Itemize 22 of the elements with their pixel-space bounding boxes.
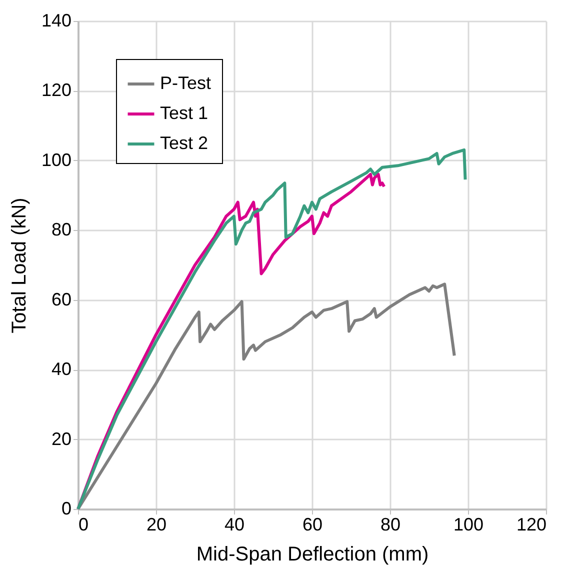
legend-label: Test 1 [160,103,208,123]
x-axis-title: Mid-Span Deflection (mm) [196,544,429,566]
x-tick-label: 0 [78,514,89,534]
legend-label: Test 2 [160,133,208,153]
y-axis-title: Total Load (kN) [8,198,30,334]
y-tick-label: 80 [51,220,72,240]
y-tick-label: 60 [51,289,72,310]
y-tick-label: 20 [51,428,72,449]
x-tick-label: 40 [224,514,245,534]
y-tick-label: 100 [41,150,72,170]
x-tick-label: 60 [302,514,323,534]
x-tick-label: 20 [146,514,167,534]
x-tick-label: 80 [380,514,401,534]
line-series [76,282,456,510]
y-tick-label: 140 [41,10,72,30]
y-tick-label: 0 [61,498,72,518]
line-series [76,148,467,510]
x-tick-label: 100 [453,514,484,534]
y-tick-label: 120 [41,80,72,100]
y-tick-label: 40 [51,359,72,380]
legend-label: P-Test [160,73,212,93]
x-tick-label: 120 [516,514,546,534]
